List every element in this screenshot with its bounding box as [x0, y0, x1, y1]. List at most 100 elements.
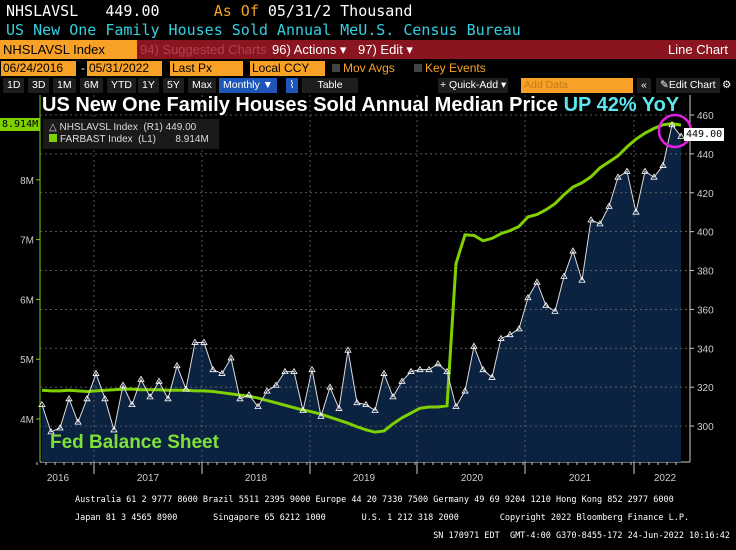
- price-point-marker: [533, 278, 541, 285]
- x-axis-tick-label: 2019: [353, 473, 376, 484]
- price-point-marker: [362, 400, 370, 408]
- period-ytd[interactable]: YTD: [107, 78, 136, 93]
- line-chart-icon[interactable]: ⌇: [286, 78, 298, 93]
- period-bar: 1D 3D 1M 6M YTD 1Y 5Y Max Monthly ▼ ⌇ Ta…: [0, 78, 736, 93]
- price-last-tag: 449.00: [684, 128, 725, 141]
- chart-area: 460 440 420 400 380 360 340 320 300 8M 7M 6M 5M 4M 201…: [20, 95, 714, 484]
- last-value: 449.00: [105, 2, 160, 20]
- footer-line: Australia 61 2 9777 8600 Brazil 5511 239…: [75, 495, 674, 505]
- fed-balance-line: [41, 122, 682, 434]
- price-point-marker: [245, 391, 253, 398]
- quick-add-button[interactable]: + Quick-Add ▾: [438, 78, 509, 93]
- price-point-marker: [299, 406, 307, 413]
- left-axis-tick-label: 4M: [20, 415, 34, 426]
- price-point-marker: [83, 395, 91, 402]
- right-axis-tick-label: 360: [697, 305, 714, 316]
- date-separator: -: [81, 61, 85, 75]
- price-point-marker: [200, 338, 208, 345]
- price-line: [41, 123, 682, 433]
- legend-label: NHSLAVSL Index (R1) 449.00: [59, 122, 197, 133]
- right-axis-tick-label: 340: [697, 344, 714, 355]
- legend[interactable]: △ NHSLAVSL Index (R1) 449.00 FARBAST Ind…: [43, 119, 219, 149]
- period-max[interactable]: Max: [188, 78, 216, 93]
- price-point-marker: [227, 354, 235, 361]
- as-of-date: 05/31/2: [267, 2, 332, 20]
- price-point-marker: [659, 161, 667, 168]
- price-point-marker: [326, 383, 334, 390]
- edit-button[interactable]: 97) Edit ▾: [358, 42, 413, 57]
- price-point-marker: [371, 406, 379, 413]
- price-point-marker: [92, 369, 100, 376]
- price-point-marker: [110, 426, 118, 433]
- settings-gear-icon[interactable]: ⚙: [722, 79, 732, 91]
- price-point-marker: [488, 373, 496, 380]
- price-point-marker: [353, 398, 361, 406]
- period-5y[interactable]: 5Y: [163, 78, 184, 93]
- price-point-marker: [623, 167, 631, 174]
- period-1y[interactable]: 1Y: [138, 78, 159, 93]
- left-axis-tick-label: 6M: [20, 295, 34, 306]
- left-axis-tick-label: 8M: [20, 176, 34, 187]
- end-date-field[interactable]: 05/31/2022: [87, 61, 162, 76]
- price-point-marker: [650, 173, 658, 180]
- as-of-label: As Of: [213, 2, 259, 20]
- price-point-marker: [434, 360, 442, 367]
- price-point-marker: [308, 365, 316, 373]
- field-select[interactable]: Last Px: [170, 61, 243, 76]
- period-1d[interactable]: 1D: [3, 78, 25, 93]
- security-header: NHSLAVSL 449.00 As Of 05/31/2 Thousand: [6, 2, 412, 20]
- table-button[interactable]: Table: [302, 78, 358, 93]
- price-point-marker: [218, 369, 226, 376]
- footer-line: Japan 81 3 4565 8900 Singapore 65 6212 1…: [75, 513, 690, 523]
- price-point-marker: [101, 395, 109, 402]
- price-point-marker: [542, 301, 550, 308]
- x-axis-tick-label: 2022: [654, 473, 677, 484]
- period-1m[interactable]: 1M: [53, 78, 76, 93]
- chart-type-label: Line Chart: [668, 42, 728, 57]
- suggested-charts-button[interactable]: 94) Suggested Charts: [140, 42, 267, 57]
- collapse-icon[interactable]: «: [637, 78, 651, 93]
- key-events-toggle[interactable]: Key Events: [412, 61, 488, 76]
- start-date-field[interactable]: 06/24/2016: [1, 61, 76, 76]
- price-point-marker: [470, 342, 478, 349]
- price-point-marker: [335, 404, 343, 411]
- currency-select[interactable]: Local CCY: [250, 61, 325, 76]
- mov-avgs-toggle[interactable]: Mov Avgs: [330, 61, 397, 76]
- price-point-marker: [641, 167, 649, 174]
- price-point-marker: [569, 247, 577, 254]
- unit: Thousand: [340, 2, 413, 20]
- legend-item-nhslavsl[interactable]: △ NHSLAVSL Index (R1) 449.00: [49, 122, 213, 134]
- period-6m[interactable]: 6M: [80, 78, 103, 93]
- price-point-marker: [452, 402, 460, 409]
- x-axis-tick-label: 2016: [47, 473, 70, 484]
- ticker: NHSLAVSL: [6, 2, 79, 20]
- price-point-marker: [65, 395, 73, 402]
- description: US New One Family Houses Sold Annual Me: [6, 21, 359, 39]
- x-axis-tick-label: 2020: [461, 473, 484, 484]
- period-3d[interactable]: 3D: [28, 78, 50, 93]
- price-point-marker: [191, 338, 199, 345]
- legend-label: FARBAST Index (L1) 8.914M: [60, 134, 209, 145]
- price-point-marker: [38, 400, 46, 408]
- legend-item-farbast[interactable]: FARBAST Index (L1) 8.914M: [49, 134, 213, 146]
- price-point-marker: [317, 412, 325, 419]
- right-axis-tick-label: 460: [697, 111, 714, 122]
- security-description: US New One Family Houses Sold Annual MeU…: [6, 21, 521, 39]
- x-axis-tick-label: 2018: [245, 473, 268, 484]
- edit-chart-label: Edit Chart: [668, 79, 716, 91]
- price-point-marker: [236, 395, 244, 402]
- add-data-input[interactable]: Add Data: [521, 78, 633, 93]
- price-point-marker: [47, 428, 55, 435]
- mov-avgs-label: Mov Avgs: [343, 61, 395, 75]
- edit-chart-button[interactable]: ✎Edit Chart: [656, 78, 720, 93]
- left-axis-tick-label: 5M: [20, 355, 34, 366]
- right-axis-tick-label: 400: [697, 228, 714, 239]
- frequency-select[interactable]: Monthly ▼: [219, 78, 278, 93]
- actions-button[interactable]: 96) Actions ▾: [272, 42, 347, 57]
- price-point-marker: [506, 330, 514, 338]
- price-point-marker: [164, 395, 172, 402]
- security-field[interactable]: NHSLAVSL Index: [0, 40, 137, 59]
- price-point-marker: [407, 367, 415, 375]
- price-point-marker: [587, 216, 595, 223]
- price-point-marker: [254, 402, 262, 409]
